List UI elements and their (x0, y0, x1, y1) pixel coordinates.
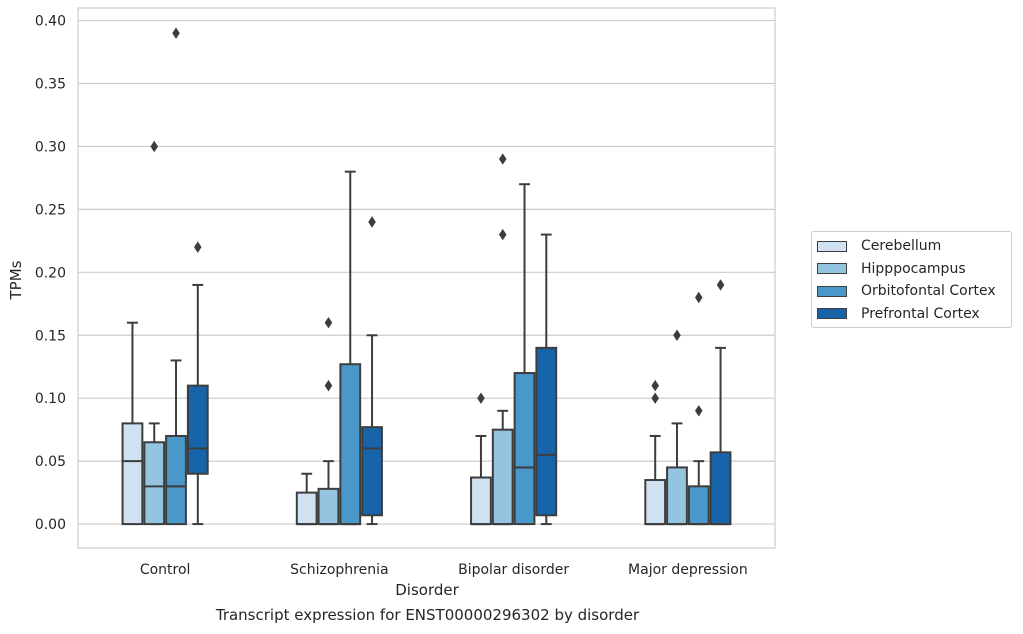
outlier-point (651, 379, 659, 392)
chart-caption: Transcript expression for ENST0000029630… (215, 606, 640, 624)
y-tick-label: 0.30 (35, 139, 66, 155)
box-iqr (491, 428, 514, 526)
box-hipppocampus-3 (666, 329, 688, 526)
outlier-point (694, 291, 703, 304)
x-axis-label: Disorder (395, 581, 459, 599)
box-iqr (644, 479, 667, 526)
box-hipppocampus-0 (143, 140, 166, 526)
y-tick-label: 0.10 (35, 391, 66, 407)
box-iqr (535, 346, 558, 517)
outlier-point (368, 216, 376, 228)
x-tick-label: Schizophrenia (290, 562, 388, 578)
box-iqr (513, 372, 536, 526)
y-tick-label: 0.35 (35, 77, 66, 93)
box-iqr (470, 476, 492, 526)
x-tick-label: Control (140, 562, 191, 578)
outlier-point (324, 316, 333, 329)
boxes (121, 27, 732, 526)
y-tick-label: 0.05 (35, 454, 66, 470)
y-tick-label: 0.25 (35, 202, 66, 218)
outlier-point (694, 405, 703, 417)
y-axis-ticks: 0.00 0.05 0.10 0.15 0.20 0.25 0.30 0.35 0.40 (35, 14, 66, 533)
legend-item: Cerebellum (812, 235, 1011, 258)
box-iqr (361, 426, 383, 517)
x-tick-label: Major depression (628, 562, 748, 578)
legend-label: Prefrontal Cortex (861, 305, 980, 322)
outlier-point (477, 392, 485, 404)
outlier-point (498, 228, 507, 241)
box-hipppocampus-2 (491, 153, 514, 526)
box-iqr (165, 434, 187, 526)
box-prefrontal-cortex-3 (709, 279, 732, 526)
box-orbitofontal-cortex-0 (165, 27, 187, 526)
legend-swatch (817, 308, 847, 320)
legend-item: Orbitofontal Cortex (812, 280, 1011, 303)
outlier-point (172, 27, 180, 39)
legend-label: Cerebellum (861, 238, 942, 255)
box-iqr (143, 441, 166, 526)
legend-item: Hipppocampus (812, 258, 1011, 281)
box-prefrontal-cortex-0 (186, 241, 209, 526)
box-hipppocampus-1 (317, 316, 340, 526)
box-prefrontal-cortex-1 (361, 216, 383, 526)
x-tick-label: Bipolar disorder (458, 562, 569, 578)
y-tick-label: 0.40 (35, 14, 66, 30)
legend-label: Orbitofontal Cortex (861, 283, 996, 300)
box-prefrontal-cortex-2 (535, 233, 558, 526)
legend-swatch (817, 240, 847, 252)
legend-swatch (817, 285, 847, 297)
box-iqr (687, 485, 710, 526)
outlier-point (324, 379, 333, 392)
outlier-point (150, 140, 159, 153)
outlier-point (498, 153, 507, 165)
plot-frame (77, 7, 776, 549)
box-iqr (709, 451, 732, 526)
box-iqr (295, 491, 318, 526)
legend-swatch (817, 263, 847, 275)
outlier-point (194, 241, 202, 253)
box-cerebellum-2 (470, 392, 492, 526)
box-cerebellum-0 (121, 321, 144, 526)
outlier-point (716, 279, 725, 291)
x-axis-ticks: Control Schizophrenia Bipolar disorder Majo… (140, 562, 748, 578)
legend-item: Prefrontal Cortex (812, 303, 1011, 326)
box-cerebellum-3 (644, 379, 667, 526)
box-iqr (666, 466, 688, 526)
box-orbitofontal-cortex-1 (339, 170, 362, 526)
box-orbitofontal-cortex-3 (687, 291, 710, 526)
box-iqr (186, 384, 209, 475)
outlier-point (673, 329, 681, 341)
box-cerebellum-1 (295, 472, 318, 526)
y-axis-label: TPMs (7, 260, 25, 300)
y-tick-label: 0.15 (35, 328, 66, 344)
box-orbitofontal-cortex-2 (513, 183, 536, 526)
box-iqr (339, 363, 362, 526)
outlier-point (651, 392, 659, 404)
legend: Cerebellum Hipppocampus Orbitofontal Corte… (811, 231, 1012, 328)
box-iqr (317, 487, 340, 526)
y-tick-label: 0.00 (35, 517, 66, 533)
y-tick-label: 0.20 (35, 265, 66, 281)
box-iqr (121, 422, 144, 526)
legend-label: Hipppocampus (861, 260, 966, 277)
